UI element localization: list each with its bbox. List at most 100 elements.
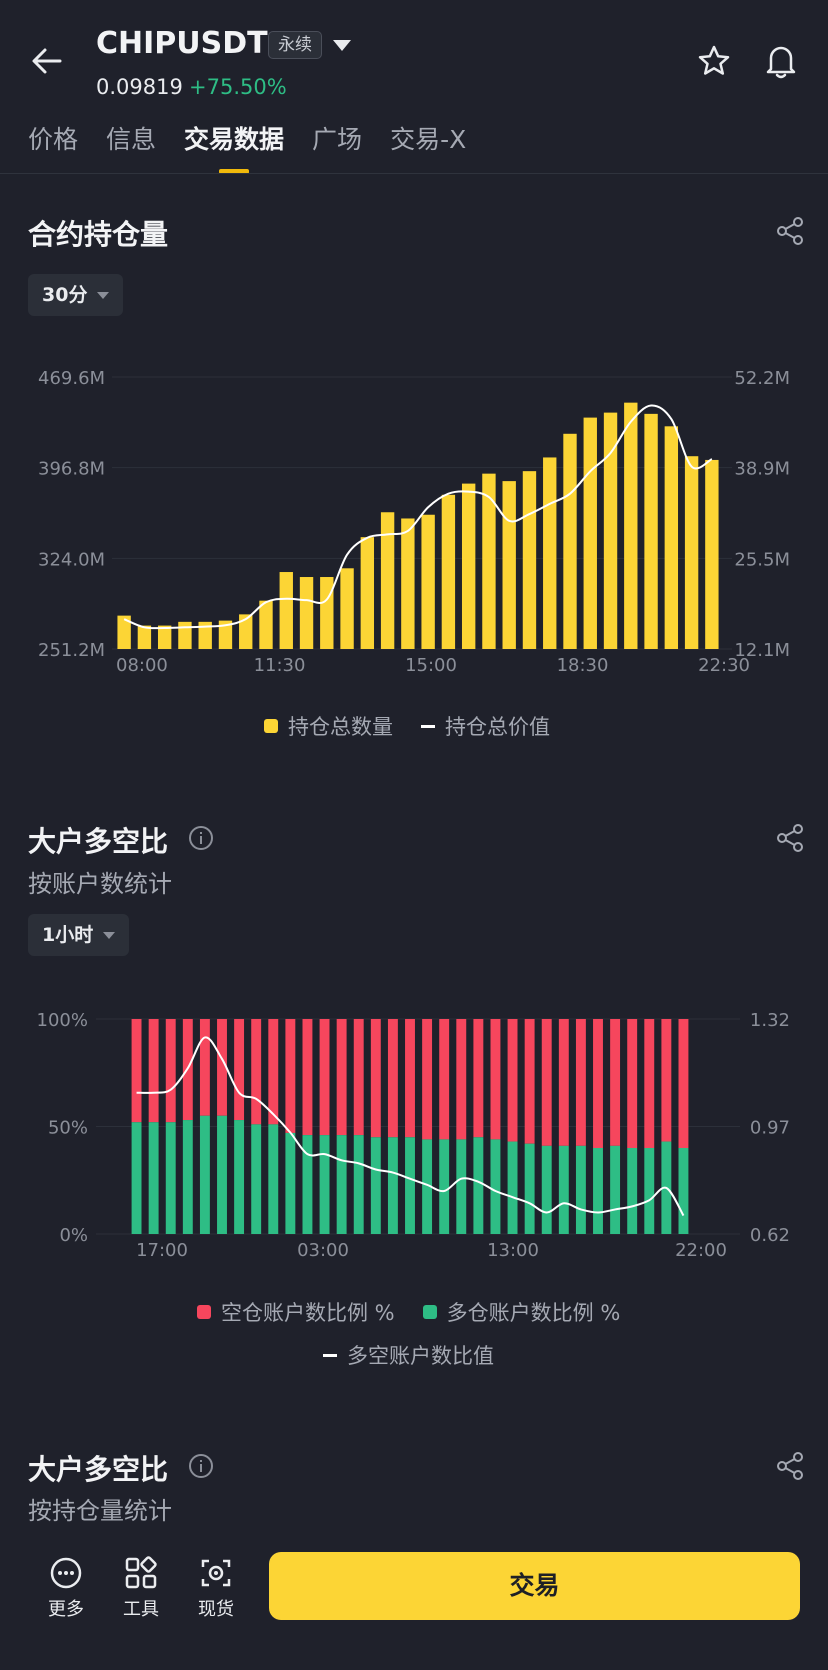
long-ratio-bar: [627, 1148, 638, 1234]
long-ratio-bar: [593, 1148, 603, 1234]
long-ratio-bar: [558, 1145, 569, 1234]
long-ratio-bar: [456, 1139, 467, 1234]
open-interest-title: 合约持仓量: [28, 218, 169, 251]
short-ratio-bar: [456, 1019, 467, 1140]
short-ratio-bar: [575, 1019, 586, 1146]
oi-quantity-bar: [380, 512, 395, 649]
oi-quantity-bar: [401, 518, 415, 649]
ratio-interval-label: 1小时: [42, 924, 94, 946]
oi-quantity-bar: [543, 457, 557, 649]
info-icon[interactable]: [188, 825, 214, 851]
symbol-title[interactable]: CHIPUSDT: [96, 26, 268, 61]
oi-interval-select[interactable]: 30分: [28, 274, 124, 316]
trade-button[interactable]: 交易: [269, 1552, 800, 1620]
legend-swatch-ratio: [323, 1353, 337, 1357]
y-axis-right-tick: 38.9M: [734, 459, 790, 480]
short-ratio-bar: [422, 1019, 433, 1140]
tab-square[interactable]: 广场: [312, 125, 363, 154]
spot-button[interactable]: 现货: [186, 1556, 246, 1621]
legend-swatch-value: [421, 724, 435, 728]
x-axis-tick: 18:30: [557, 655, 609, 675]
short-ratio-bar: [302, 1019, 313, 1136]
back-arrow-icon[interactable]: [30, 44, 64, 78]
long-ratio-bar: [131, 1122, 142, 1234]
oi-quantity-bar: [664, 426, 679, 649]
oi-quantity-bar: [299, 577, 314, 649]
long-ratio-bar: [387, 1137, 398, 1234]
oi-quantity-bar: [624, 402, 638, 649]
long-ratio-bar: [182, 1120, 193, 1234]
last-price: 0.09819: [96, 75, 183, 99]
oi-quantity-bar: [117, 615, 131, 649]
y-axis-left-tick: 396.8M: [38, 459, 105, 480]
legend-label-long: 多仓账户数比例 %: [446, 1301, 621, 1325]
oi-quantity-bar: [218, 620, 233, 649]
x-axis-tick: 15:00: [405, 655, 457, 675]
contract-type-badge: 永续: [268, 31, 322, 59]
short-ratio-bar: [319, 1019, 330, 1136]
oi-quantity-bar: [603, 412, 618, 649]
long-ratio-bar: [644, 1148, 655, 1234]
share-icon[interactable]: [775, 1451, 805, 1481]
long-ratio-bar: [319, 1135, 330, 1234]
short-ratio-bar: [148, 1019, 159, 1123]
oi-quantity-bar: [421, 514, 435, 649]
star-icon[interactable]: [697, 44, 731, 78]
short-ratio-bar: [285, 1019, 296, 1133]
y-axis-right-tick: 12.1M: [734, 640, 790, 661]
tab-info[interactable]: 信息: [106, 125, 157, 154]
tools-icon: [125, 1556, 157, 1589]
oi-quantity-bar: [320, 577, 334, 649]
y-axis-right-tick: 25.5M: [734, 549, 790, 570]
short-ratio-bar: [336, 1019, 347, 1136]
long-ratio-bar: [610, 1145, 621, 1234]
long-ratio-bar: [370, 1137, 381, 1234]
long-ratio-bar: [234, 1120, 245, 1234]
tools-label: 工具: [123, 1599, 159, 1620]
short-ratio-bar: [251, 1019, 262, 1125]
long-ratio-bar: [473, 1137, 484, 1234]
short-ratio-bar: [558, 1019, 569, 1146]
short-ratio-bar: [541, 1019, 552, 1146]
oi-quantity-bar: [583, 417, 597, 649]
oi-quantity-bar: [441, 494, 456, 649]
more-button[interactable]: 更多: [36, 1556, 96, 1621]
y-axis-left-tick: 324.0M: [38, 549, 105, 570]
short-ratio-bar: [405, 1019, 415, 1138]
tab-trading-data[interactable]: 交易数据: [184, 120, 284, 174]
share-icon[interactable]: [775, 216, 805, 246]
oi-quantity-bar: [461, 483, 476, 649]
oi-quantity-bar: [198, 621, 212, 649]
long-ratio-bar: [678, 1148, 689, 1234]
oi-quantity-bar: [137, 625, 152, 649]
long-ratio-bar: [148, 1122, 159, 1234]
long-ratio-bar: [217, 1115, 227, 1234]
long-ratio-bar: [507, 1141, 518, 1234]
oi-quantity-bar: [563, 433, 577, 649]
ratio-legend-line: 多空账户数比值: [323, 1340, 494, 1370]
tools-button[interactable]: 工具: [111, 1556, 171, 1621]
symbol-dropdown-icon[interactable]: [333, 40, 351, 51]
x-axis-tick: 08:00: [116, 655, 168, 675]
y-axis-left-tick: 0%: [59, 1225, 88, 1246]
info-icon[interactable]: [188, 1453, 214, 1479]
oi-quantity-bar: [684, 456, 699, 649]
ratio-accounts-subtitle: 按账户数统计: [28, 870, 172, 898]
y-axis-left-tick: 50%: [48, 1118, 88, 1139]
oi-quantity-bar: [259, 600, 273, 649]
tab-trade-x[interactable]: 交易-X: [390, 125, 467, 154]
share-icon[interactable]: [775, 823, 805, 853]
ratio-interval-select[interactable]: 1小时: [28, 914, 130, 956]
bell-icon[interactable]: [764, 43, 798, 79]
y-axis-left-tick: 469.6M: [38, 368, 105, 389]
long-ratio-bar: [541, 1145, 552, 1234]
ratio-legend: 空仓账户数比例 % 多仓账户数比例 %: [197, 1297, 620, 1327]
oi-quantity-bar: [279, 572, 293, 649]
short-ratio-bar: [353, 1019, 364, 1136]
tab-price[interactable]: 价格: [28, 125, 79, 154]
ratio-positions-title: 大户多空比: [28, 1453, 169, 1486]
legend-label-ratio: 多空账户数比值: [347, 1344, 494, 1368]
long-ratio-bar: [422, 1139, 433, 1234]
x-axis-tick: 22:00: [675, 1240, 727, 1260]
legend-swatch-short: [197, 1305, 211, 1319]
